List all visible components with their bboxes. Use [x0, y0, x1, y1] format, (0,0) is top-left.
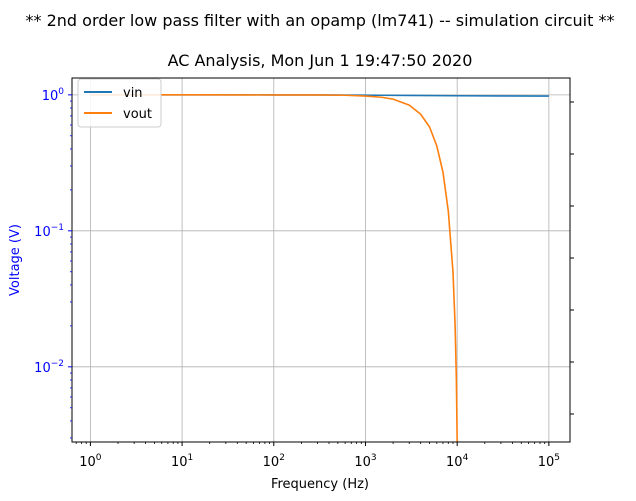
chart-title: AC Analysis, Mon Jun 1 19:47:50 2020	[168, 51, 473, 70]
x-tick-label: 101	[171, 453, 193, 470]
x-tick-label: 104	[446, 453, 469, 470]
y-tick-label: 10−1	[34, 223, 64, 240]
series-group	[90, 94, 549, 443]
x-axis: 100 101 102 103 104 105	[75, 442, 560, 470]
x-tick-label: 103	[354, 453, 376, 470]
plot-area	[71, 77, 571, 443]
x-axis-label: Frequency (Hz)	[271, 477, 369, 492]
y-axis-left: 10−2 10−1 100	[34, 87, 72, 439]
x-tick-label: 105	[538, 453, 560, 470]
legend-label-vin: vin	[123, 86, 143, 101]
y-axis-right	[570, 101, 574, 415]
grid-lines	[72, 78, 570, 442]
y-tick-label: 10−2	[34, 359, 64, 376]
legend: vin vout	[77, 78, 162, 128]
y-tick-label: 100	[42, 87, 65, 104]
y-axis-label: Voltage (V)	[8, 224, 23, 296]
x-tick-label: 102	[263, 453, 285, 470]
x-tick-label: 100	[79, 453, 102, 470]
series-line-vout	[90, 94, 458, 443]
legend-label-vout: vout	[123, 107, 152, 122]
figure-suptitle: ** 2nd order low pass filter with an opa…	[26, 11, 615, 30]
